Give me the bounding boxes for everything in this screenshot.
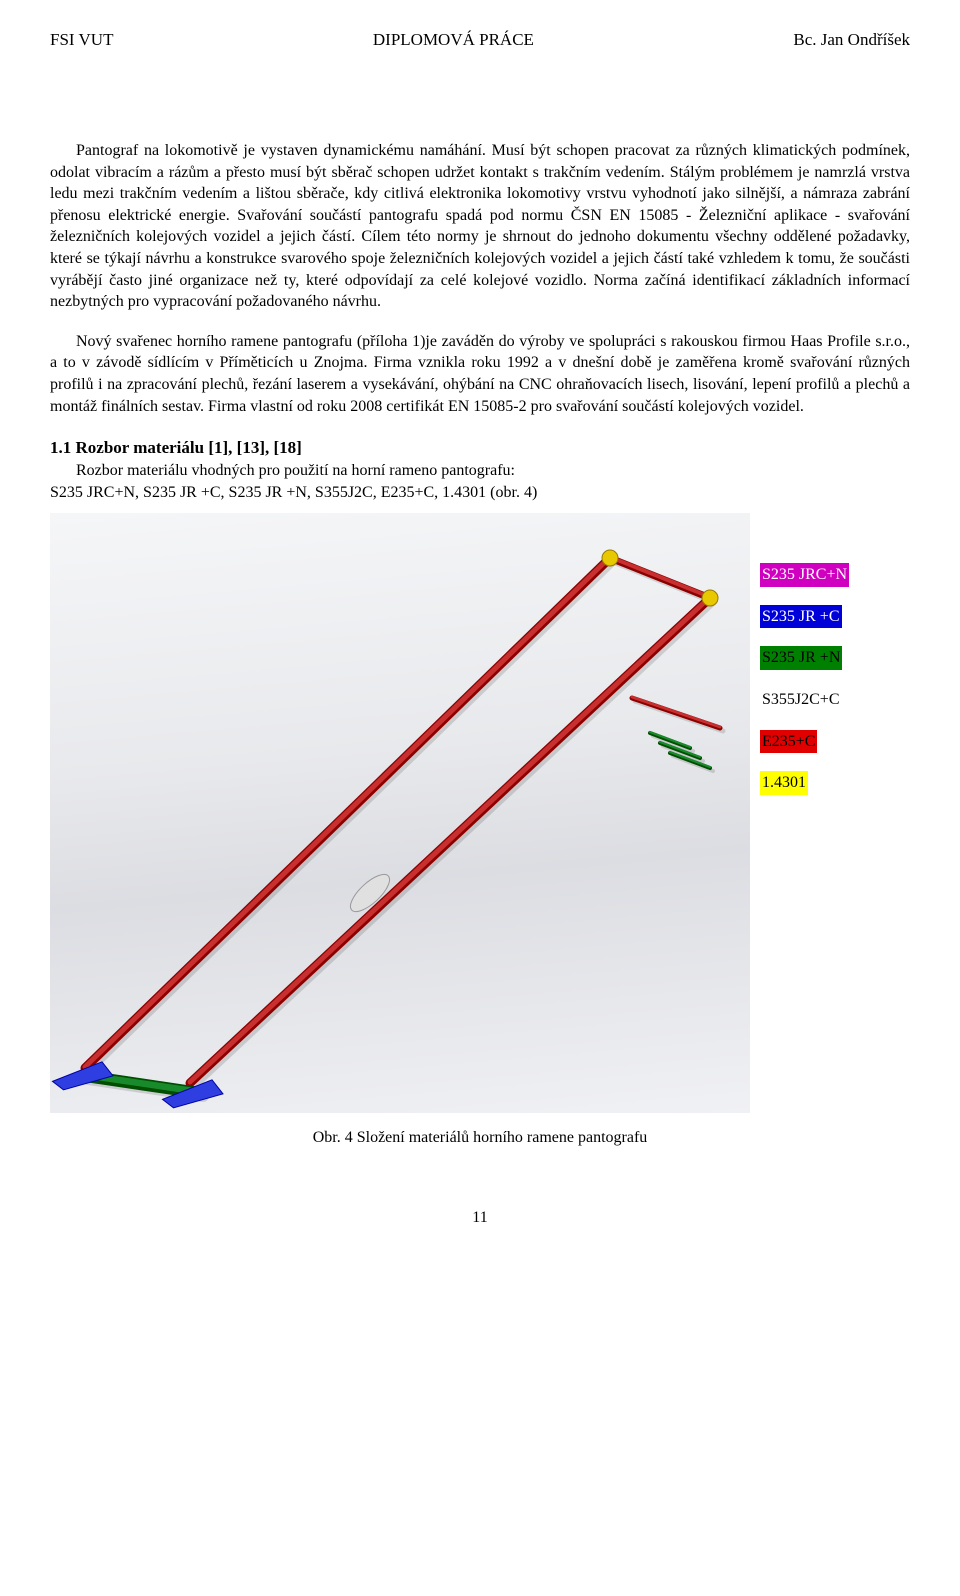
legend-item-2: S235 JR +N bbox=[760, 646, 842, 670]
main-content: Pantograf na lokomotivě je vystaven dyna… bbox=[50, 140, 910, 1149]
figure-caption: Obr. 4 Složení materiálů horního ramene … bbox=[50, 1127, 910, 1149]
section-line-1: Rozbor materiálu vhodných pro použití na… bbox=[50, 460, 910, 482]
header-author: Bc. Jan Ondříšek bbox=[793, 30, 910, 50]
header-university: FSI VUT bbox=[50, 30, 113, 50]
page-number: 11 bbox=[50, 1209, 910, 1227]
legend-item-1: S235 JR +C bbox=[760, 605, 842, 629]
legend-item-5: 1.4301 bbox=[760, 771, 808, 795]
legend-item-3: S355J2C+C bbox=[760, 688, 842, 712]
legend-item-0: S235 JRC+N bbox=[760, 563, 849, 587]
section-heading: 1.1 Rozbor materiálu [1], [13], [18] bbox=[50, 437, 910, 460]
paragraph-2: Nový svařenec horního ramene pantografu … bbox=[50, 331, 910, 417]
pantograph-render bbox=[50, 513, 750, 1113]
page-header: FSI VUT DIPLOMOVÁ PRÁCE Bc. Jan Ondříšek bbox=[50, 30, 910, 50]
header-doc-type: DIPLOMOVÁ PRÁCE bbox=[373, 30, 534, 50]
figure-area: S235 JRC+N S235 JR +C S235 JR +N S355J2C+C E… bbox=[50, 513, 910, 1113]
material-legend: S235 JRC+N S235 JR +C S235 JR +N S355J2C+C E… bbox=[760, 563, 849, 795]
section-line-2: S235 JRC+N, S235 JR +C, S235 JR +N, S355… bbox=[50, 482, 910, 504]
paragraph-1: Pantograf na lokomotivě je vystaven dyna… bbox=[50, 140, 910, 313]
legend-item-4: E235+C bbox=[760, 730, 817, 754]
